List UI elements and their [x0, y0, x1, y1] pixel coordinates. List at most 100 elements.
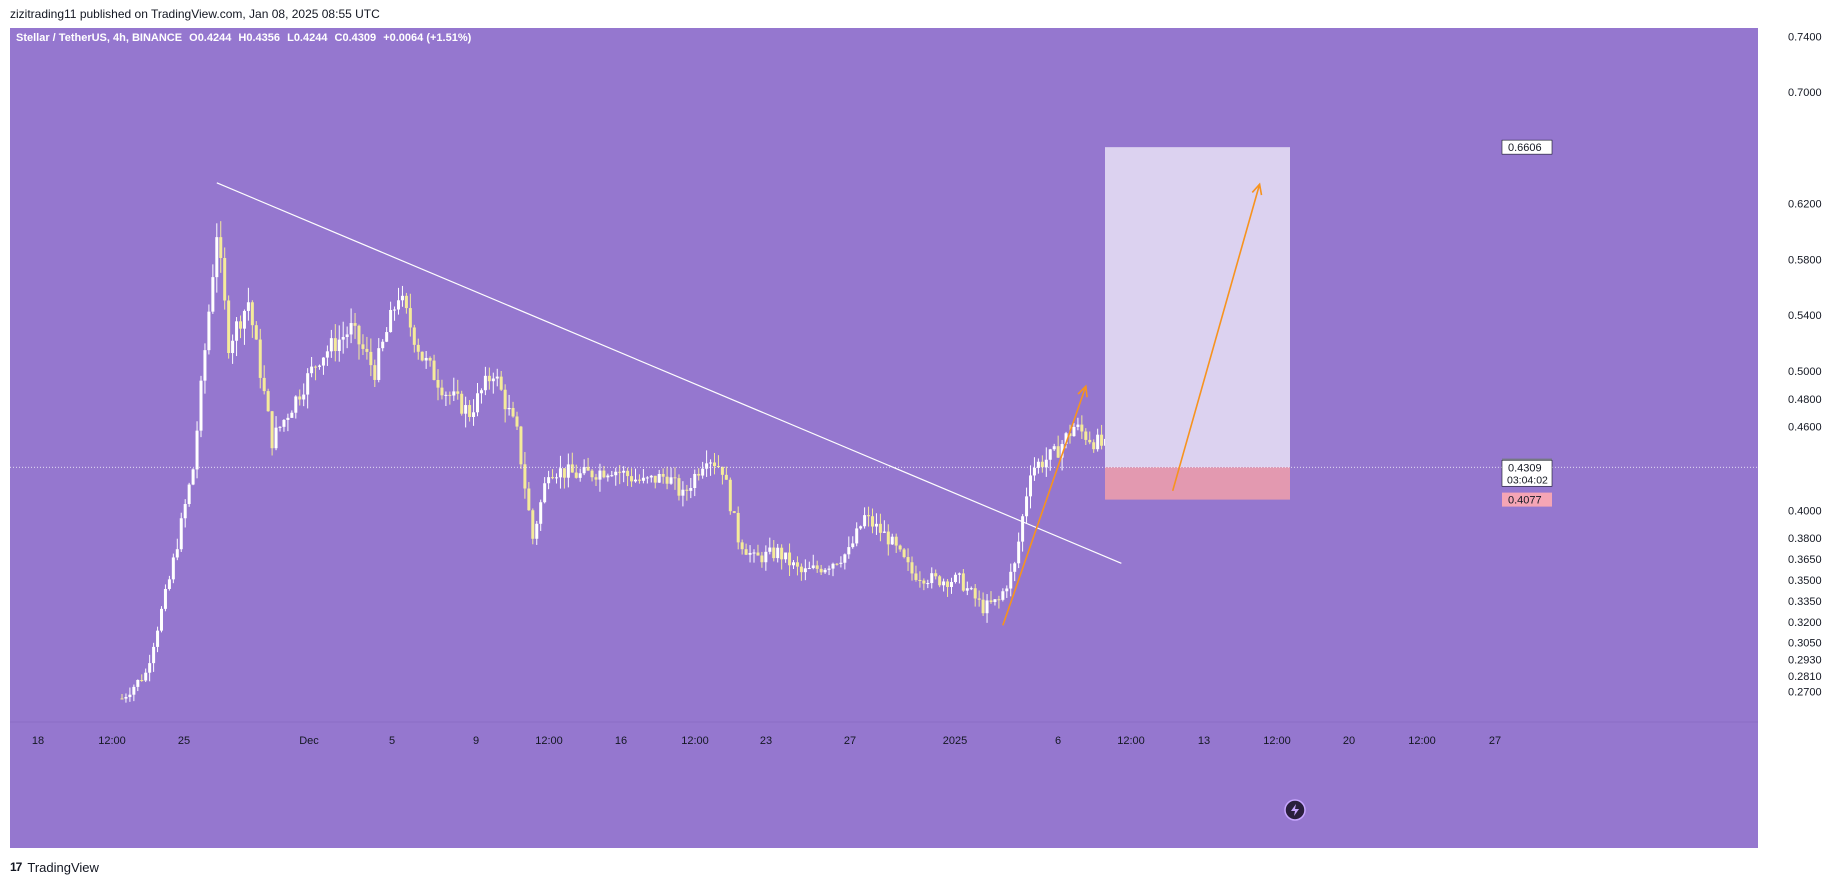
current-price-tag-text: 0.4309: [1508, 462, 1542, 474]
candle-body: [523, 464, 527, 489]
candle-body: [420, 351, 424, 361]
candle-body: [863, 515, 867, 527]
candle-body: [286, 417, 290, 420]
candle-body: [969, 588, 973, 590]
candle-body: [1096, 434, 1100, 450]
candle-body: [1080, 424, 1084, 432]
candle-body: [381, 341, 385, 349]
candle-body: [1100, 434, 1104, 446]
candle-body: [871, 516, 874, 527]
candle-body: [195, 430, 199, 470]
time-tick-label: 20: [1343, 735, 1355, 747]
candle-body: [807, 568, 811, 570]
candlestick-chart[interactable]: 0.7400 0.7000 0.6200 0.5800 0.5400 0.5000 0.48…: [10, 28, 1828, 848]
candle-body: [938, 576, 942, 586]
candle-body: [799, 566, 803, 573]
candle-body: [1029, 475, 1032, 497]
candle-body: [586, 466, 590, 471]
candle-body: [792, 562, 795, 566]
candle-body: [329, 338, 333, 352]
candle-body: [1064, 433, 1068, 444]
candle-body: [728, 479, 732, 512]
brand-name: TradingView: [27, 859, 99, 875]
candle-body: [239, 321, 242, 329]
candle-body: [266, 391, 270, 412]
candle-body: [890, 536, 894, 545]
candle-body: [882, 531, 886, 533]
candle-body: [736, 512, 740, 543]
legend-close-label: C: [335, 32, 343, 44]
candle-body: [404, 295, 408, 309]
candle-body: [345, 334, 349, 338]
legend-line: Stellar / TetherUS, 4h, BINANCE O0.4244 …: [16, 32, 472, 44]
price-tick-label: 0.3650: [1788, 554, 1822, 566]
candle-body: [724, 474, 728, 480]
candle-body: [231, 340, 235, 354]
candle-body: [760, 555, 764, 563]
lightning-icon[interactable]: [1284, 799, 1306, 821]
candle-body: [515, 416, 519, 427]
candle-body: [211, 277, 215, 312]
candle-body: [803, 568, 807, 573]
candle-body: [961, 573, 965, 591]
candle-body: [795, 562, 799, 567]
price-tick-label: 0.4800: [1788, 394, 1822, 406]
candle-body: [440, 387, 444, 396]
candle-body: [661, 473, 665, 477]
candle-body: [369, 351, 373, 366]
candle-body: [606, 475, 610, 478]
candle-body: [219, 237, 223, 258]
candle-body: [562, 468, 566, 478]
candle-body: [294, 396, 298, 413]
descending-trendline[interactable]: [216, 182, 1122, 564]
candle-body: [566, 464, 570, 478]
candle-body: [207, 311, 211, 351]
candle-body: [171, 557, 175, 580]
time-tick-label: 6: [1055, 735, 1061, 747]
candle-body: [215, 237, 219, 278]
target-price-tag-text: 0.6606: [1508, 142, 1542, 154]
candle-body: [254, 325, 258, 340]
candle-body: [693, 473, 697, 489]
plot-background: [10, 28, 1758, 848]
candle-body: [772, 547, 776, 559]
candle-body: [385, 332, 389, 342]
candle-body: [874, 523, 878, 527]
target-zone[interactable]: [1105, 147, 1290, 468]
projection-arrow[interactable]: [1002, 386, 1087, 626]
candle-body: [507, 407, 511, 410]
candle-body: [163, 588, 167, 609]
time-tick-label: 25: [178, 735, 190, 747]
legend-close: 0.4309: [342, 32, 376, 44]
time-axis[interactable]: 18 12:00 25 Dec 5 9 12:00 16 12:00 23 27 2025 6 12:00…: [32, 735, 1501, 747]
candle-body: [361, 344, 365, 349]
tradingview-logo-icon: 17: [10, 860, 22, 874]
candle-body: [400, 295, 404, 301]
candle-body: [487, 375, 491, 382]
candle-body: [468, 405, 472, 417]
projection-arrow[interactable]: [1171, 184, 1261, 492]
candle-body: [957, 573, 961, 575]
candle-body: [630, 476, 634, 482]
candle-body: [1068, 433, 1072, 437]
legend-change: +0.0064 (+1.51%): [383, 32, 471, 44]
candle-body: [594, 477, 598, 480]
candle-body: [1009, 571, 1013, 589]
time-tick-label: 12:00: [1263, 735, 1291, 747]
candle-body: [167, 579, 171, 589]
candle-body: [942, 581, 946, 586]
candles-group: [120, 221, 1175, 703]
publish-info: zizitrading11 published on TradingView.c…: [10, 7, 380, 21]
stop-zone[interactable]: [1105, 467, 1290, 500]
candle-body: [752, 552, 756, 554]
price-axis[interactable]: 0.7400 0.7000 0.6200 0.5800 0.5400 0.5000 0.48…: [1788, 32, 1822, 699]
time-tick-label: 12:00: [535, 735, 563, 747]
candle-body: [543, 483, 547, 503]
candle-body: [590, 470, 594, 478]
chart-container[interactable]: 0.7400 0.7000 0.6200 0.5800 0.5400 0.5000 0.48…: [10, 28, 1828, 848]
candle-body: [456, 391, 460, 394]
candle-body: [610, 475, 614, 477]
candle-body: [353, 323, 357, 326]
time-tick-label: 13: [1198, 735, 1210, 747]
price-tick-label: 0.2700: [1788, 687, 1822, 699]
